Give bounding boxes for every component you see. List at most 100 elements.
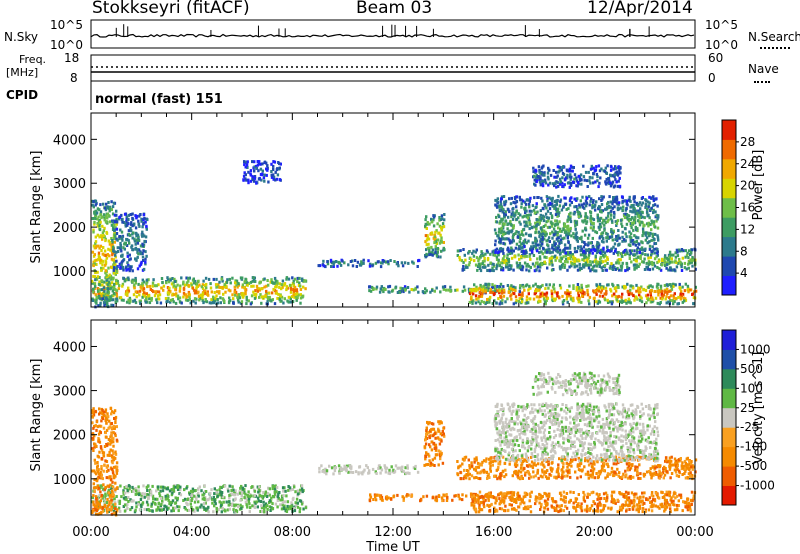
echo-cell [548, 257, 551, 261]
echo-cell [179, 485, 182, 489]
echo-cell [174, 496, 177, 500]
echo-cell [525, 298, 528, 302]
echo-cell [258, 485, 261, 489]
echo-cell [141, 242, 144, 246]
echo-cell [469, 288, 472, 292]
echo-cell [92, 200, 95, 204]
echo-cell [569, 164, 573, 168]
echo-cell [434, 230, 437, 234]
echo-cell [662, 293, 665, 297]
echo-cell [495, 199, 499, 203]
echo-cell [672, 296, 676, 300]
echo-cell [538, 168, 541, 172]
echo-cell [643, 257, 646, 261]
echo-cell [94, 235, 97, 239]
echo-cell [134, 508, 137, 512]
echo-cell [661, 257, 664, 261]
echo-cell [620, 222, 623, 226]
echo-cell [583, 242, 587, 246]
echo-cell [433, 289, 436, 293]
echo-cell [663, 290, 667, 294]
echo-cell [425, 227, 428, 230]
echo-cell [162, 485, 165, 489]
echo-cell [170, 509, 173, 513]
echo-cell [335, 260, 338, 263]
echo-cell [249, 280, 253, 284]
echo-cell [130, 222, 133, 226]
echo-cell [187, 276, 190, 280]
echo-cell [598, 294, 602, 298]
echo-cell [687, 256, 690, 260]
echo-cell [546, 171, 550, 175]
echo-cell [104, 239, 107, 243]
echo-cell [491, 283, 494, 287]
echo-cell [161, 499, 164, 503]
echo-cell [629, 240, 632, 244]
echo-cell [128, 487, 131, 491]
echo-cell [498, 208, 502, 212]
echo-cell [114, 488, 117, 492]
nsky-panel-frame [90, 19, 696, 49]
echo-cell [599, 176, 602, 180]
echo-cell [507, 237, 510, 241]
echo-cell [588, 260, 592, 264]
echo-cell [502, 285, 505, 289]
echo-cell [210, 290, 213, 294]
echo-cell [185, 282, 189, 286]
echo-cell [511, 236, 515, 239]
echo-cell [137, 235, 140, 239]
echo-cell [504, 210, 507, 214]
echo-cell [608, 249, 612, 253]
echo-cell [215, 290, 219, 294]
echo-cell [134, 492, 137, 496]
echo-cell [640, 252, 644, 256]
echo-cell [134, 487, 137, 490]
echo-cell [131, 248, 134, 252]
echo-cell [585, 196, 589, 200]
echo-cell [114, 263, 117, 267]
echo-cell [118, 501, 121, 505]
echo-cell [515, 230, 518, 234]
echo-cell [633, 218, 636, 222]
echo-cell [103, 226, 106, 230]
echo-cell [347, 263, 350, 267]
echo-cell [130, 506, 134, 510]
echo-cell [509, 222, 513, 226]
echo-cell [221, 297, 225, 301]
echo-cell [617, 258, 621, 262]
echo-cell [233, 293, 237, 297]
echo-cell [478, 286, 481, 290]
echo-cell [137, 252, 140, 256]
echo-cell [608, 235, 612, 239]
echo-cell [142, 221, 146, 225]
echo-cell [611, 202, 614, 206]
echo-cell [660, 291, 663, 295]
echo-cell [635, 201, 639, 205]
echo-cell [271, 502, 274, 506]
echo-cell [141, 495, 144, 499]
echo-cell [583, 233, 587, 237]
echo-cell [615, 198, 619, 202]
echo-cell [544, 250, 547, 254]
echo-cell [201, 497, 204, 501]
echo-cell [598, 218, 601, 222]
echo-cell [99, 471, 102, 474]
echo-cell [247, 299, 250, 303]
echo-cell [550, 216, 554, 220]
echo-cell [561, 262, 565, 266]
echo-cell [477, 296, 480, 300]
echo-cell [330, 265, 333, 268]
echo-cell [507, 215, 510, 219]
echo-cell [141, 492, 144, 496]
echo-cell [505, 237, 508, 241]
echo-cell [300, 484, 304, 488]
echo-cell [541, 199, 544, 203]
echo-cell [501, 207, 505, 211]
echo-cell [506, 284, 510, 287]
echo-cell [518, 297, 521, 301]
echo-cell [263, 506, 266, 510]
echo-cell [580, 247, 584, 251]
echo-cell [636, 246, 640, 250]
echo-cell [120, 254, 123, 258]
echo-cell [128, 253, 131, 257]
